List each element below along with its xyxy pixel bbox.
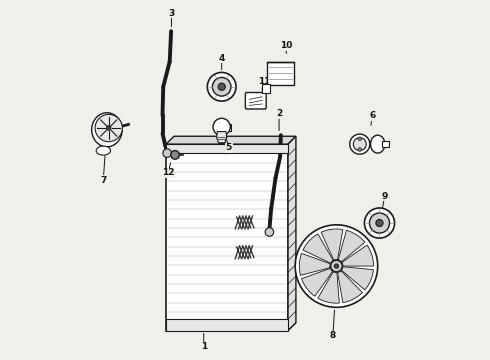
Circle shape (350, 134, 370, 154)
Circle shape (171, 150, 179, 159)
Ellipse shape (96, 146, 111, 155)
Text: 9: 9 (382, 192, 388, 201)
Text: 10: 10 (280, 41, 293, 50)
Bar (166, 319, 288, 330)
Circle shape (295, 225, 378, 307)
Bar (267, 62, 294, 85)
Ellipse shape (92, 113, 122, 147)
Circle shape (207, 72, 236, 101)
Bar (262, 84, 270, 93)
Polygon shape (338, 230, 365, 262)
Polygon shape (321, 229, 343, 260)
Circle shape (213, 118, 230, 135)
Circle shape (331, 260, 342, 272)
Polygon shape (303, 234, 333, 263)
Text: 4: 4 (219, 54, 225, 63)
Polygon shape (299, 253, 330, 275)
Circle shape (353, 138, 366, 150)
Polygon shape (318, 272, 339, 303)
Circle shape (218, 83, 225, 90)
Bar (166, 144, 288, 153)
Circle shape (265, 228, 274, 236)
Bar (166, 144, 288, 330)
Polygon shape (342, 245, 373, 266)
Bar (382, 141, 389, 147)
Text: 2: 2 (276, 109, 282, 118)
Text: 8: 8 (330, 332, 336, 341)
Polygon shape (342, 267, 373, 290)
FancyBboxPatch shape (245, 93, 266, 109)
Circle shape (365, 208, 394, 238)
Ellipse shape (370, 135, 385, 153)
Polygon shape (288, 136, 296, 330)
Polygon shape (217, 132, 227, 143)
Text: 12: 12 (162, 168, 174, 177)
Polygon shape (166, 136, 296, 144)
Circle shape (163, 149, 172, 157)
Bar (226, 124, 231, 131)
Circle shape (358, 148, 362, 151)
Circle shape (376, 220, 383, 226)
Polygon shape (338, 271, 363, 303)
Circle shape (212, 77, 231, 96)
Text: 5: 5 (226, 143, 232, 152)
Circle shape (107, 126, 111, 130)
Text: 3: 3 (169, 9, 174, 18)
Circle shape (334, 264, 339, 268)
Text: 1: 1 (200, 342, 207, 351)
Circle shape (95, 114, 122, 141)
Text: 11: 11 (258, 77, 271, 86)
Circle shape (358, 137, 362, 140)
Text: 6: 6 (369, 111, 375, 120)
Text: 7: 7 (100, 176, 106, 185)
Circle shape (369, 213, 390, 233)
Polygon shape (301, 268, 333, 296)
